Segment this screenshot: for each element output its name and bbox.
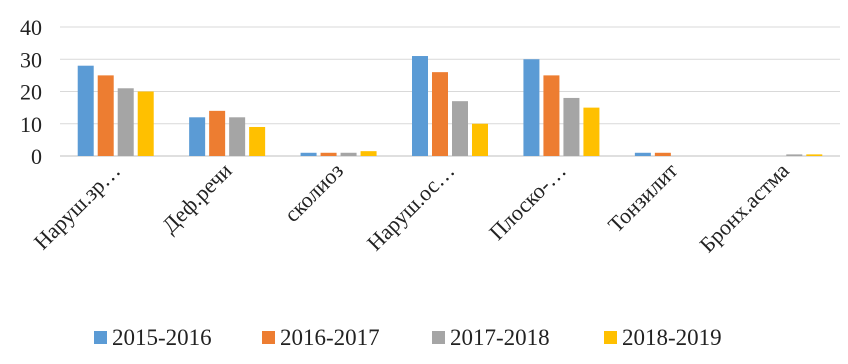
bar-2017-2018-3 bbox=[340, 152, 357, 156]
x-tick-label: Деф.речи bbox=[157, 158, 237, 238]
legend-label: 2017-2018 bbox=[450, 325, 550, 350]
x-tick-label: сколиоз bbox=[279, 158, 348, 227]
x-tick-label: Тонзилит bbox=[603, 158, 683, 238]
legend-swatch bbox=[94, 331, 107, 344]
bar-2016-2017-1 bbox=[97, 75, 114, 156]
bar-2015-2016-3 bbox=[300, 152, 317, 156]
bars bbox=[77, 56, 823, 156]
bar-2017-2018-5 bbox=[563, 97, 580, 156]
x-axis: Наруш.зр… Деф.речи сколиоз Наруш.ос… Плоско-… bbox=[29, 158, 794, 258]
bar-2015-2016-2 bbox=[189, 117, 206, 156]
bar-2015-2016-1 bbox=[77, 65, 94, 156]
legend: 2015-2016 2016-2017 2017-2018 2018-2019 bbox=[94, 325, 722, 350]
x-tick-label: Наруш.зр… bbox=[29, 158, 126, 255]
bar-2015-2016-4 bbox=[412, 56, 428, 156]
legend-label: 2016-2017 bbox=[280, 325, 380, 350]
y-tick-label: 20 bbox=[20, 80, 42, 105]
bar-2017-2018-7 bbox=[786, 154, 803, 156]
y-tick-label: 0 bbox=[31, 144, 42, 169]
gridlines bbox=[60, 26, 840, 157]
bar-2018-2019-4 bbox=[472, 123, 488, 156]
legend-label: 2018-2019 bbox=[622, 325, 722, 350]
bar-2016-2017-3 bbox=[320, 152, 337, 156]
y-tick-label: 10 bbox=[20, 112, 42, 137]
bar-2018-2019-3 bbox=[360, 151, 377, 156]
bar-2015-2016-6 bbox=[634, 152, 651, 156]
bar-2018-2019-7 bbox=[806, 154, 823, 156]
bar-2017-2018-1 bbox=[117, 88, 134, 156]
bar-2018-2019-5 bbox=[583, 107, 600, 156]
x-tick-label: Бронх.астма bbox=[694, 158, 794, 258]
x-tick-label: Плоско-… bbox=[484, 158, 571, 245]
bar-2017-2018-2 bbox=[229, 117, 246, 156]
bar-2016-2017-5 bbox=[543, 75, 560, 156]
bar-2017-2018-4 bbox=[452, 101, 468, 156]
bar-2016-2017-6 bbox=[654, 152, 671, 156]
y-tick-label: 40 bbox=[20, 15, 42, 40]
bar-2015-2016-5 bbox=[523, 59, 540, 156]
legend-swatch bbox=[604, 331, 617, 344]
bar-2016-2017-2 bbox=[209, 110, 226, 156]
bar-2018-2019-2 bbox=[249, 126, 266, 156]
y-axis: 0 10 20 30 40 bbox=[20, 15, 42, 169]
bar-2018-2019-1 bbox=[137, 91, 154, 156]
x-tick-label: Наруш.ос… bbox=[362, 158, 460, 256]
legend-swatch bbox=[432, 331, 445, 344]
legend-swatch bbox=[262, 331, 275, 344]
bar-2016-2017-4 bbox=[432, 72, 448, 156]
y-tick-label: 30 bbox=[20, 47, 42, 72]
legend-label: 2015-2016 bbox=[112, 325, 212, 350]
